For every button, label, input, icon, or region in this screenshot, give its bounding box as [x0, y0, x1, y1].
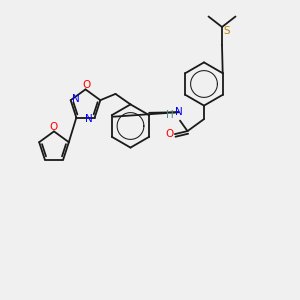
- Text: H: H: [166, 110, 173, 120]
- Text: O: O: [82, 80, 90, 90]
- Text: S: S: [223, 26, 230, 37]
- Text: N: N: [85, 114, 93, 124]
- Text: N: N: [175, 107, 182, 117]
- Text: O: O: [165, 129, 174, 139]
- Text: N: N: [72, 94, 80, 104]
- Text: O: O: [50, 122, 58, 132]
